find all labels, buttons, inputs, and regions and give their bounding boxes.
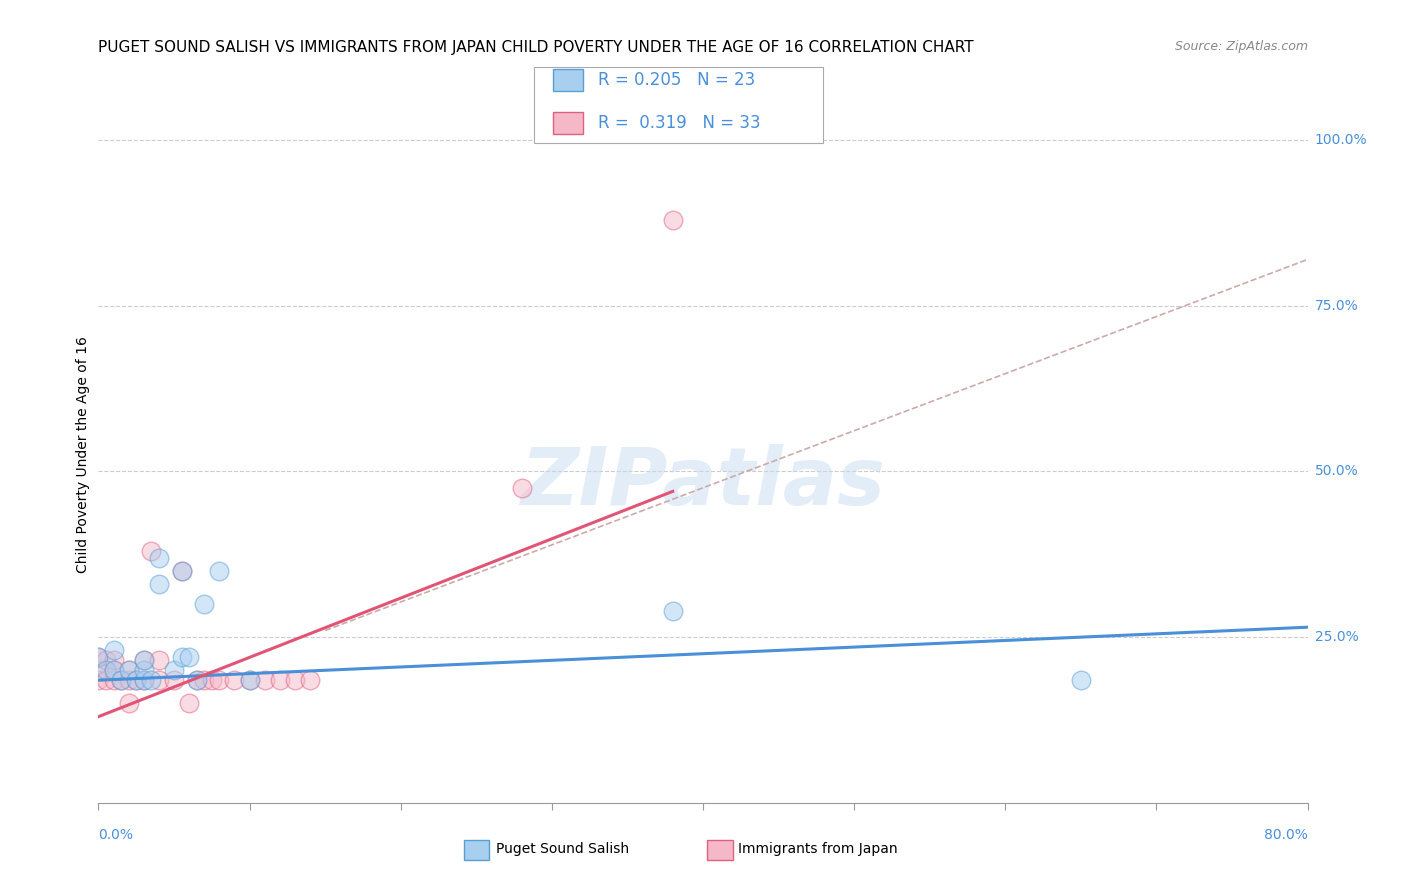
Text: 50.0%: 50.0%: [1315, 465, 1358, 478]
Point: [118, 663, 141, 677]
Point: [239, 673, 262, 688]
Point: [269, 673, 291, 688]
Point: [201, 673, 224, 688]
Point: [284, 673, 307, 688]
Text: 0.0%: 0.0%: [98, 828, 134, 842]
Point: [186, 673, 208, 688]
Point: [132, 673, 155, 688]
Point: [103, 673, 125, 688]
Text: 75.0%: 75.0%: [1315, 299, 1358, 313]
Text: 80.0%: 80.0%: [1264, 828, 1308, 842]
Point: [224, 673, 246, 688]
Point: [661, 212, 683, 227]
Text: R =  0.319   N = 33: R = 0.319 N = 33: [598, 113, 761, 132]
Point: [118, 663, 141, 677]
Point: [208, 564, 231, 578]
Point: [170, 564, 193, 578]
Point: [148, 653, 170, 667]
Point: [186, 673, 208, 688]
Point: [193, 597, 215, 611]
Point: [110, 673, 132, 688]
Point: [163, 663, 186, 677]
Point: [118, 673, 141, 688]
Point: [141, 673, 163, 688]
Point: [239, 673, 262, 688]
Text: PUGET SOUND SALISH VS IMMIGRANTS FROM JAPAN CHILD POVERTY UNDER THE AGE OF 16 CO: PUGET SOUND SALISH VS IMMIGRANTS FROM JA…: [98, 40, 974, 55]
Point: [141, 544, 163, 558]
Point: [208, 673, 231, 688]
Text: Immigrants from Japan: Immigrants from Japan: [738, 842, 898, 856]
Point: [510, 481, 533, 495]
Point: [103, 663, 125, 677]
Text: Source: ZipAtlas.com: Source: ZipAtlas.com: [1174, 40, 1308, 54]
Point: [177, 650, 201, 665]
Text: Puget Sound Salish: Puget Sound Salish: [496, 842, 630, 856]
Point: [132, 653, 155, 667]
Point: [94, 663, 117, 677]
Point: [125, 673, 148, 688]
Point: [1070, 673, 1092, 688]
Point: [125, 673, 148, 688]
Point: [103, 653, 125, 667]
Point: [87, 673, 110, 688]
Point: [253, 673, 276, 688]
Point: [170, 650, 193, 665]
Text: 25.0%: 25.0%: [1315, 630, 1358, 644]
Point: [132, 673, 155, 688]
Point: [148, 550, 170, 565]
Point: [177, 697, 201, 711]
Text: 100.0%: 100.0%: [1315, 133, 1367, 147]
Point: [110, 673, 132, 688]
Point: [94, 653, 117, 667]
Point: [103, 663, 125, 677]
Point: [132, 653, 155, 667]
Point: [103, 643, 125, 657]
Point: [299, 673, 322, 688]
Point: [132, 663, 155, 677]
Text: R = 0.205   N = 23: R = 0.205 N = 23: [598, 70, 755, 89]
Point: [148, 673, 170, 688]
Text: ZIPatlas: ZIPatlas: [520, 443, 886, 522]
Point: [94, 673, 117, 688]
Point: [87, 650, 110, 665]
Point: [193, 673, 215, 688]
Point: [661, 604, 683, 618]
Point: [87, 650, 110, 665]
Point: [87, 663, 110, 677]
Y-axis label: Child Poverty Under the Age of 16: Child Poverty Under the Age of 16: [76, 336, 90, 574]
Point: [118, 697, 141, 711]
Point: [163, 673, 186, 688]
Point: [148, 577, 170, 591]
Point: [170, 564, 193, 578]
